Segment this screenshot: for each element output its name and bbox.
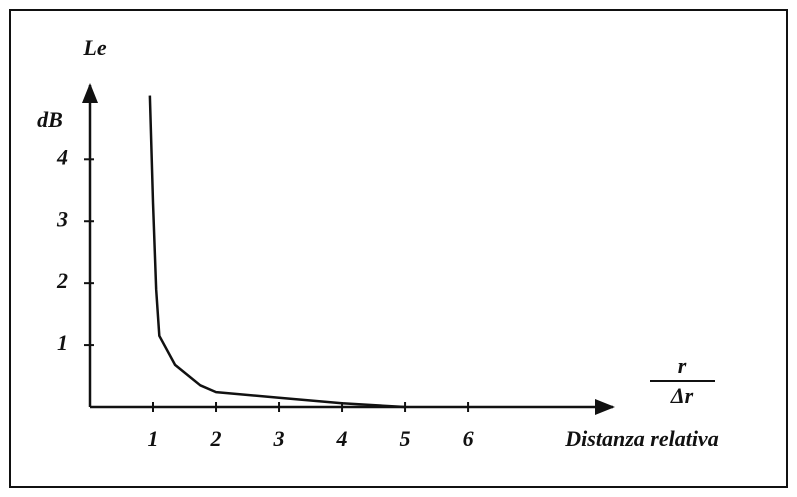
x-fraction-denominator: Δr — [670, 383, 694, 408]
x-tick-label: 3 — [273, 426, 285, 451]
y-tick-label: 4 — [56, 144, 68, 169]
x-tick-label: 2 — [210, 426, 222, 451]
x-tick-label: 4 — [336, 426, 348, 451]
y-tick-label: 3 — [56, 206, 68, 231]
y-unit: dB — [37, 107, 63, 132]
x-fraction-numerator: r — [678, 353, 687, 378]
y-axis-label: Le — [82, 35, 106, 60]
y-tick-label: 1 — [57, 330, 68, 355]
frame — [9, 9, 788, 488]
line-series — [148, 95, 406, 409]
x-axis-label: Distanza relativa — [564, 426, 718, 451]
y-tick-label: 2 — [56, 268, 68, 293]
x-tick-label: 5 — [400, 426, 411, 451]
x-tick-label: 1 — [148, 426, 159, 451]
x-tick-label: 6 — [463, 426, 474, 451]
